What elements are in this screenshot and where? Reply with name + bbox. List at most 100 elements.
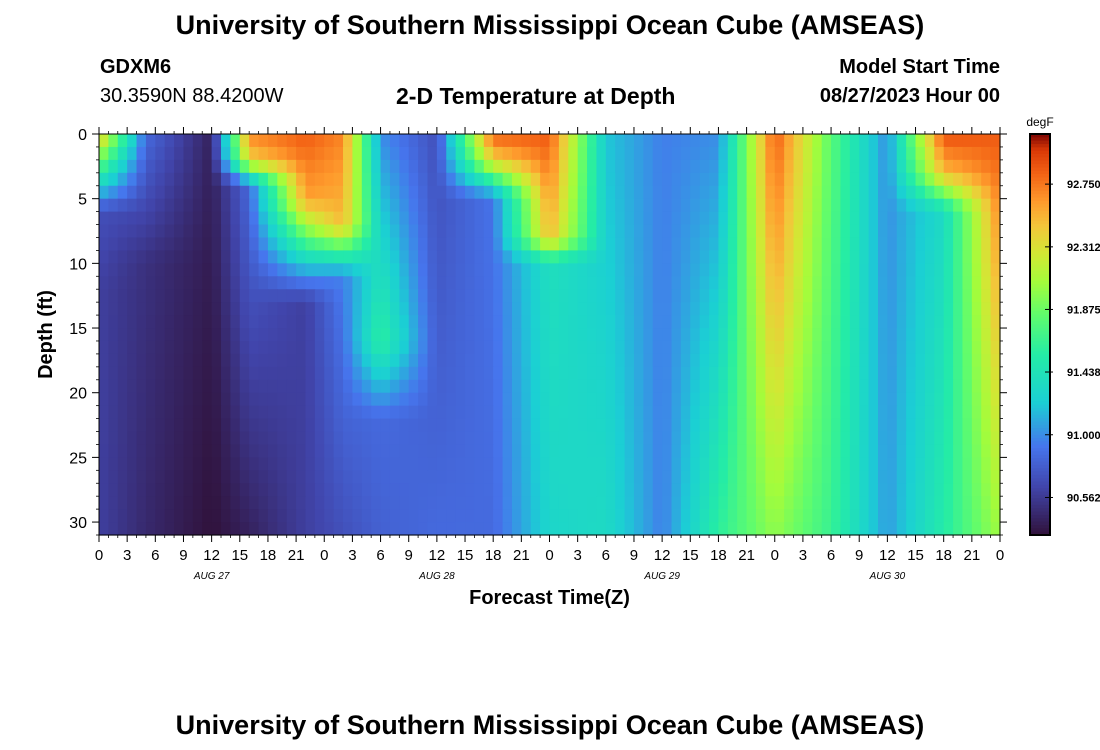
heatmap-cell [802, 509, 813, 523]
heatmap-cell [953, 509, 964, 523]
heatmap-cell [399, 146, 410, 161]
heatmap-cell [155, 431, 166, 446]
heatmap-cell [371, 198, 382, 213]
heatmap-cell [427, 289, 438, 303]
heatmap-cell [784, 405, 795, 420]
heatmap-cell [868, 224, 879, 239]
heatmap-cell [887, 418, 898, 433]
heatmap-cell [924, 328, 935, 342]
heatmap-cell [277, 315, 288, 329]
heatmap-cell [436, 340, 447, 355]
heatmap-cell [305, 418, 316, 433]
heatmap-cell [267, 457, 278, 471]
heatmap-cell [465, 263, 476, 277]
heatmap-cell [699, 340, 710, 355]
heatmap-cell [530, 379, 541, 394]
heatmap-cell [305, 237, 316, 252]
heatmap-cell [990, 328, 1001, 342]
heatmap-cell [868, 340, 879, 355]
heatmap-cell [662, 289, 673, 303]
heatmap-cell [277, 289, 288, 303]
heatmap-cell [596, 276, 607, 290]
heatmap-cell [915, 289, 926, 303]
heatmap-cell [633, 185, 644, 200]
x-tick-label: 3 [123, 547, 131, 564]
heatmap-cell [436, 444, 447, 458]
heatmap-cell [108, 328, 119, 342]
heatmap-cell [915, 353, 926, 368]
heatmap-cell [389, 328, 400, 342]
heatmap-cell [643, 457, 654, 471]
heatmap-cell [343, 470, 354, 484]
heatmap-cell [727, 418, 738, 433]
heatmap-cell [305, 444, 316, 458]
heatmap-cell [361, 198, 372, 213]
heatmap-cell [615, 289, 626, 303]
heatmap-cell [164, 250, 175, 264]
heatmap-cell [418, 405, 429, 420]
heatmap-cell [511, 328, 522, 342]
heatmap-cell [643, 328, 654, 342]
heatmap-cell [164, 302, 175, 316]
heatmap-cell [530, 444, 541, 458]
colorbar-segment [1030, 431, 1050, 436]
heatmap-cell [568, 444, 579, 458]
heatmap-cell [277, 237, 288, 252]
heatmap-cell [558, 198, 569, 213]
heatmap-cell [521, 172, 532, 187]
heatmap-cell [352, 159, 363, 174]
heatmap-cell [221, 328, 231, 342]
heatmap-cell [418, 418, 429, 433]
heatmap-cell [896, 379, 907, 394]
heatmap-cell [718, 276, 729, 290]
heatmap-cell [465, 509, 476, 523]
heatmap-cell [971, 405, 982, 420]
heatmap-cell [868, 457, 879, 471]
heatmap-cell [530, 328, 541, 342]
heatmap-cell [155, 172, 166, 187]
heatmap-cell [549, 392, 560, 407]
heatmap-cell [709, 483, 720, 497]
colorbar-segment [1030, 167, 1050, 172]
heatmap-cell [831, 263, 842, 277]
heatmap-cell [145, 457, 156, 471]
heatmap-cell [906, 289, 917, 303]
heatmap-cell [493, 328, 504, 342]
heatmap-cell [690, 198, 701, 213]
heatmap-cell [511, 340, 522, 355]
heatmap-cell [436, 328, 447, 342]
heatmap-cell [380, 379, 391, 394]
heatmap-cell [587, 263, 598, 277]
heatmap-cell [286, 276, 297, 290]
heatmap-cell [699, 302, 710, 316]
heatmap-cell [418, 302, 429, 316]
heatmap-cell [436, 315, 447, 329]
heatmap-cell [436, 379, 447, 394]
heatmap-cell [549, 302, 560, 316]
heatmap-cell [652, 185, 663, 200]
heatmap-cell [267, 289, 278, 303]
heatmap-cell [802, 289, 813, 303]
heatmap-cell [587, 496, 598, 510]
heatmap-cell [380, 134, 391, 148]
heatmap-cell [399, 431, 410, 446]
heatmap-cell [849, 263, 860, 277]
heatmap-cell [765, 353, 776, 368]
heatmap-cell [624, 366, 635, 381]
heatmap-cell [924, 392, 935, 407]
heatmap-cell [202, 340, 213, 355]
heatmap-cell [868, 211, 879, 226]
heatmap-cell [183, 431, 194, 446]
heatmap-cell [99, 289, 109, 303]
heatmap-cell [314, 418, 325, 433]
heatmap-cell [934, 496, 945, 510]
colorbar-segment [1030, 260, 1050, 265]
heatmap-cell [192, 353, 203, 368]
heatmap-cell [483, 159, 494, 174]
heatmap-cell [446, 302, 457, 316]
heatmap-cell [277, 353, 288, 368]
heatmap-cell [314, 509, 325, 523]
heatmap-cell [943, 340, 954, 355]
heatmap-cell [746, 340, 757, 355]
heatmap-cell [521, 328, 532, 342]
